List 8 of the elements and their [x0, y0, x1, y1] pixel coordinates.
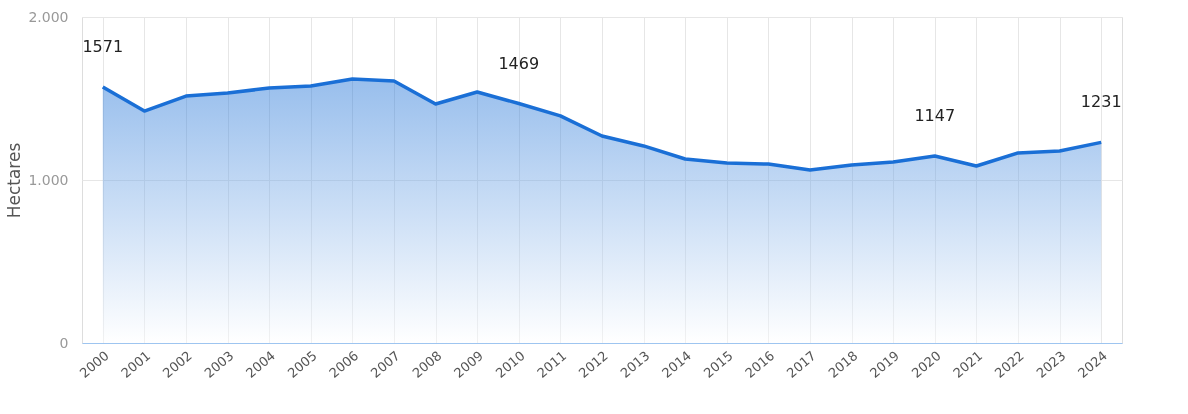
y-tick-label: 1.000: [28, 171, 69, 188]
text: 1469: [498, 53, 540, 73]
text: 1571: [82, 36, 124, 56]
text: 1231: [1080, 92, 1122, 112]
text: 1147: [914, 106, 956, 126]
y-tick-label: 2.000: [28, 8, 69, 25]
y-tick-label: 0: [59, 334, 69, 351]
y-axis-title: Hectares: [4, 142, 25, 219]
